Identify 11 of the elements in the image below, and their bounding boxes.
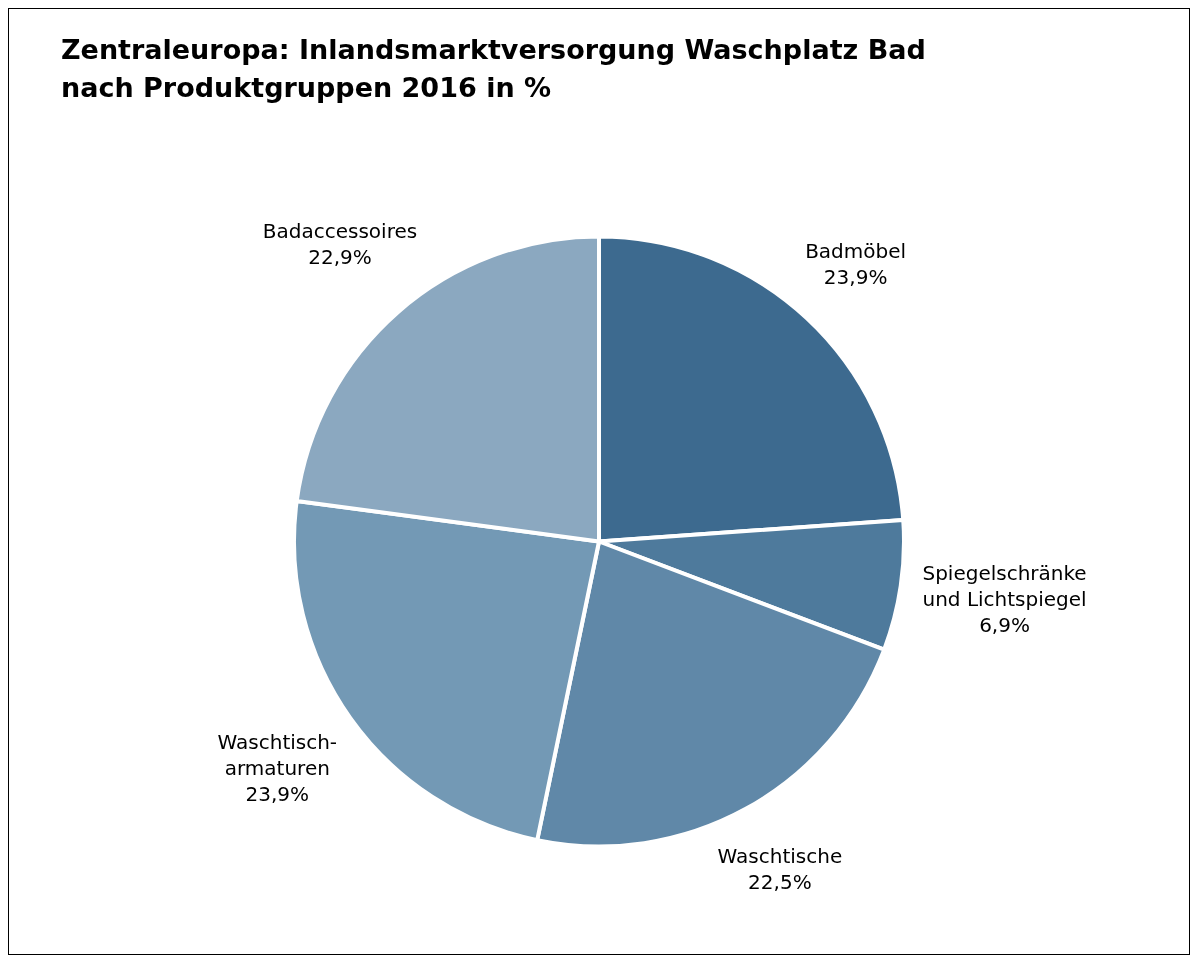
data-label: 23,9% [823,265,888,290]
slice-label: Badaccessoires [262,218,418,243]
data-label: 22,5% [748,870,812,895]
slice-label: Waschtisch-armaturen [217,729,338,780]
slice-label: Spiegelschränke und Lichtspiegel [922,561,1087,612]
chart-title: Zentraleuropa: Inlandsmarktversorgung Waschplatz Bad nach Produktgruppen 2016 in % [61,33,927,105]
slice-label: Waschtische [717,844,843,869]
data-label: 23,9% [245,781,310,806]
data-label: 6,9% [979,613,1030,638]
slice-label: Badmöbel [805,239,907,264]
data-label: 22,9% [308,244,372,269]
